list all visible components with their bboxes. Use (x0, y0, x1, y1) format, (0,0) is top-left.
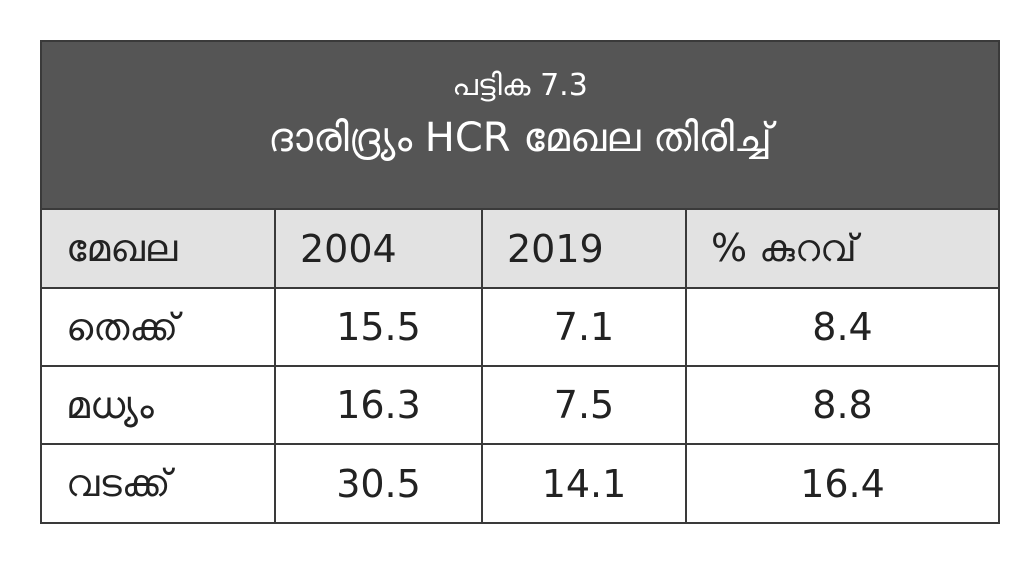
row-value-2004: 30.5 (275, 444, 483, 522)
row-value-2019: 7.5 (482, 366, 687, 445)
data-table: മേഖല 2004 2019 % കുറവ് തെക്ക് 15.5 7.1 8… (42, 210, 998, 522)
table-row: മധ്യം 16.3 7.5 8.8 (42, 366, 998, 445)
row-region: വടക്ക് (42, 444, 276, 522)
header-percent-decrease: % കുറവ് (686, 210, 998, 289)
row-value-2019: 14.1 (482, 444, 687, 522)
table-caption: പട്ടിക 7.3 ദാരിദ്ര്യം HCR മേഖല തിരിച്ച് (42, 42, 998, 210)
table-number: പട്ടിക 7.3 (452, 68, 588, 103)
table-title: ദാരിദ്ര്യം HCR മേഖല തിരിച്ച് (268, 115, 772, 161)
poverty-table: പട്ടിക 7.3 ദാരിദ്ര്യം HCR മേഖല തിരിച്ച് … (40, 40, 1000, 524)
row-value-2019: 7.1 (482, 288, 687, 367)
header-2004: 2004 (275, 210, 483, 289)
header-region: മേഖല (42, 210, 276, 289)
row-region: തെക്ക് (42, 288, 276, 367)
table-row: വടക്ക് 30.5 14.1 16.4 (42, 444, 998, 522)
header-row: മേഖല 2004 2019 % കുറവ് (42, 210, 998, 289)
row-value-2004: 16.3 (275, 366, 483, 445)
row-value-2004: 15.5 (275, 288, 483, 367)
row-region: മധ്യം (42, 366, 276, 445)
row-percent-decrease: 16.4 (800, 461, 885, 506)
row-percent-decrease: 8.8 (686, 366, 998, 445)
header-2019: 2019 (482, 210, 687, 289)
row-percent-decrease: 8.4 (686, 288, 998, 367)
table-row: തെക്ക് 15.5 7.1 8.4 (42, 288, 998, 367)
